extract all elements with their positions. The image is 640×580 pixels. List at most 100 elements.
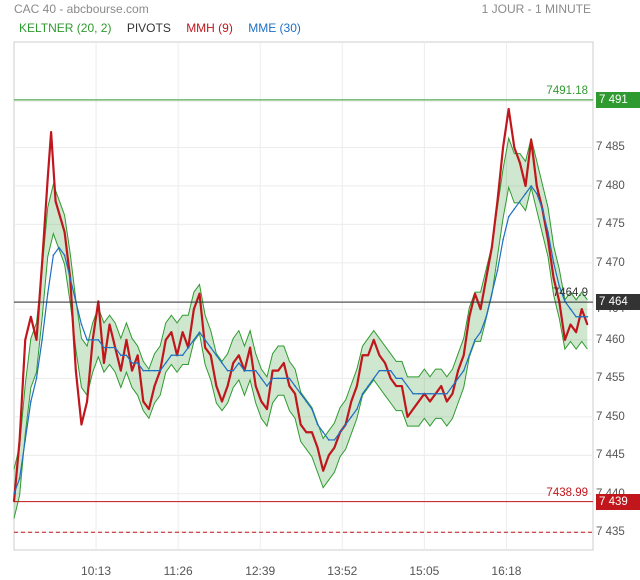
mme-point: [327, 439, 330, 441]
mme-point: [176, 354, 178, 357]
mme-point: [406, 385, 409, 387]
mmh-point: [446, 400, 448, 403]
mme-point: [24, 439, 27, 441]
legend-mmh[interactable]: MMH (9): [186, 21, 233, 35]
plot-frame: [13, 41, 594, 551]
mmh-point: [238, 354, 240, 357]
mmh-point: [462, 354, 465, 357]
mme-point: [266, 385, 268, 387]
mmh-point: [552, 277, 555, 280]
mmh-point: [417, 400, 420, 403]
mmh-point: [35, 339, 38, 341]
mme-point: [479, 331, 482, 333]
x-tick-label: 15:05: [409, 564, 440, 578]
mmh-point: [429, 400, 431, 403]
mme-point: [468, 354, 471, 357]
mme-point: [142, 369, 145, 372]
mme-point: [86, 339, 88, 341]
mmh-point: [18, 439, 21, 441]
mme-point: [502, 239, 504, 241]
mme-point: [215, 354, 218, 357]
grid-lines: [14, 42, 593, 550]
high-level-label: 7491.18: [546, 84, 588, 97]
mmh-point: [41, 262, 43, 264]
mme-point: [519, 200, 521, 203]
mmh-point: [372, 339, 375, 341]
mme-point: [52, 254, 55, 257]
chart-legend: KELTNER (20, 2) PIVOTS MMH (9) MME (30): [19, 21, 313, 35]
last-level-tag: 7 464: [596, 294, 640, 311]
mme-point: [322, 431, 324, 434]
legend-mme[interactable]: MME (30): [248, 21, 301, 35]
mmh-point: [181, 331, 184, 333]
mme-point: [367, 385, 369, 387]
mmh-point: [226, 385, 229, 387]
mme-point: [288, 377, 291, 380]
x-tick-label: 11:26: [163, 564, 193, 578]
mme-point: [209, 346, 212, 349]
mmh-point: [378, 354, 381, 357]
mme-point: [356, 408, 358, 410]
mme-point: [423, 392, 426, 395]
mmh-point: [294, 392, 296, 395]
mme-point: [41, 339, 43, 341]
x-tick-label: 10:13: [81, 564, 112, 578]
mmh-point: [198, 292, 201, 295]
chart-title: CAC 40 - abcbourse.com: [14, 2, 149, 16]
legend-keltner[interactable]: KELTNER (20, 2): [19, 21, 112, 35]
mmh-point: [496, 200, 499, 203]
mme-point: [254, 369, 257, 372]
mmh-point: [479, 308, 482, 310]
mme-point: [451, 385, 454, 387]
mme-point: [350, 416, 353, 418]
y-tick-label: 7 450: [596, 410, 625, 423]
mme-point: [131, 362, 133, 364]
mme-point: [311, 408, 313, 410]
mme-point: [46, 292, 49, 295]
mme-point: [277, 377, 280, 380]
mmh-point: [485, 277, 487, 280]
level-lines: [14, 99, 593, 533]
mmh-point: [50, 131, 52, 133]
mme-point: [125, 354, 128, 357]
legend-pivots[interactable]: PIVOTS: [126, 21, 171, 35]
y-tick-label: 7 460: [596, 333, 625, 346]
x-tick-label: 12:39: [245, 564, 276, 578]
mme-point: [148, 369, 150, 372]
mme-point: [384, 369, 386, 372]
mme-point: [136, 362, 139, 364]
mme-point: [305, 400, 308, 403]
mmh-point: [148, 408, 150, 410]
mmh-point: [170, 331, 173, 333]
mmh-point: [457, 369, 459, 372]
mmh-point: [305, 431, 308, 434]
mmh-point: [24, 339, 27, 341]
mme-point: [530, 185, 532, 187]
mmh-point: [131, 369, 133, 372]
mmh-point: [367, 354, 369, 357]
mmh-point: [283, 362, 285, 364]
mmh-point: [327, 454, 330, 457]
y-tick-label: 7 435: [596, 526, 625, 539]
mme-point: [193, 339, 195, 341]
mmh-point: [575, 331, 577, 333]
mme-point: [187, 346, 190, 349]
mme-point: [401, 377, 403, 380]
mme-point: [535, 192, 538, 195]
mme-point: [260, 377, 263, 380]
mme-point: [243, 369, 246, 372]
mmh-point: [491, 246, 493, 249]
mme-point: [18, 477, 21, 480]
mmh-point: [80, 423, 83, 426]
mme-point: [238, 362, 240, 364]
mme-point: [457, 377, 459, 380]
mme-point: [440, 392, 443, 395]
mme-point: [316, 423, 319, 426]
period-label[interactable]: 1 JOUR - 1 MINUTE: [481, 2, 591, 16]
mmh-point: [46, 177, 49, 180]
low-level-label: 7438.99: [546, 486, 588, 499]
mme-point: [434, 392, 437, 395]
mme-point: [339, 431, 341, 434]
low-level-tag: 7 439: [596, 493, 640, 510]
